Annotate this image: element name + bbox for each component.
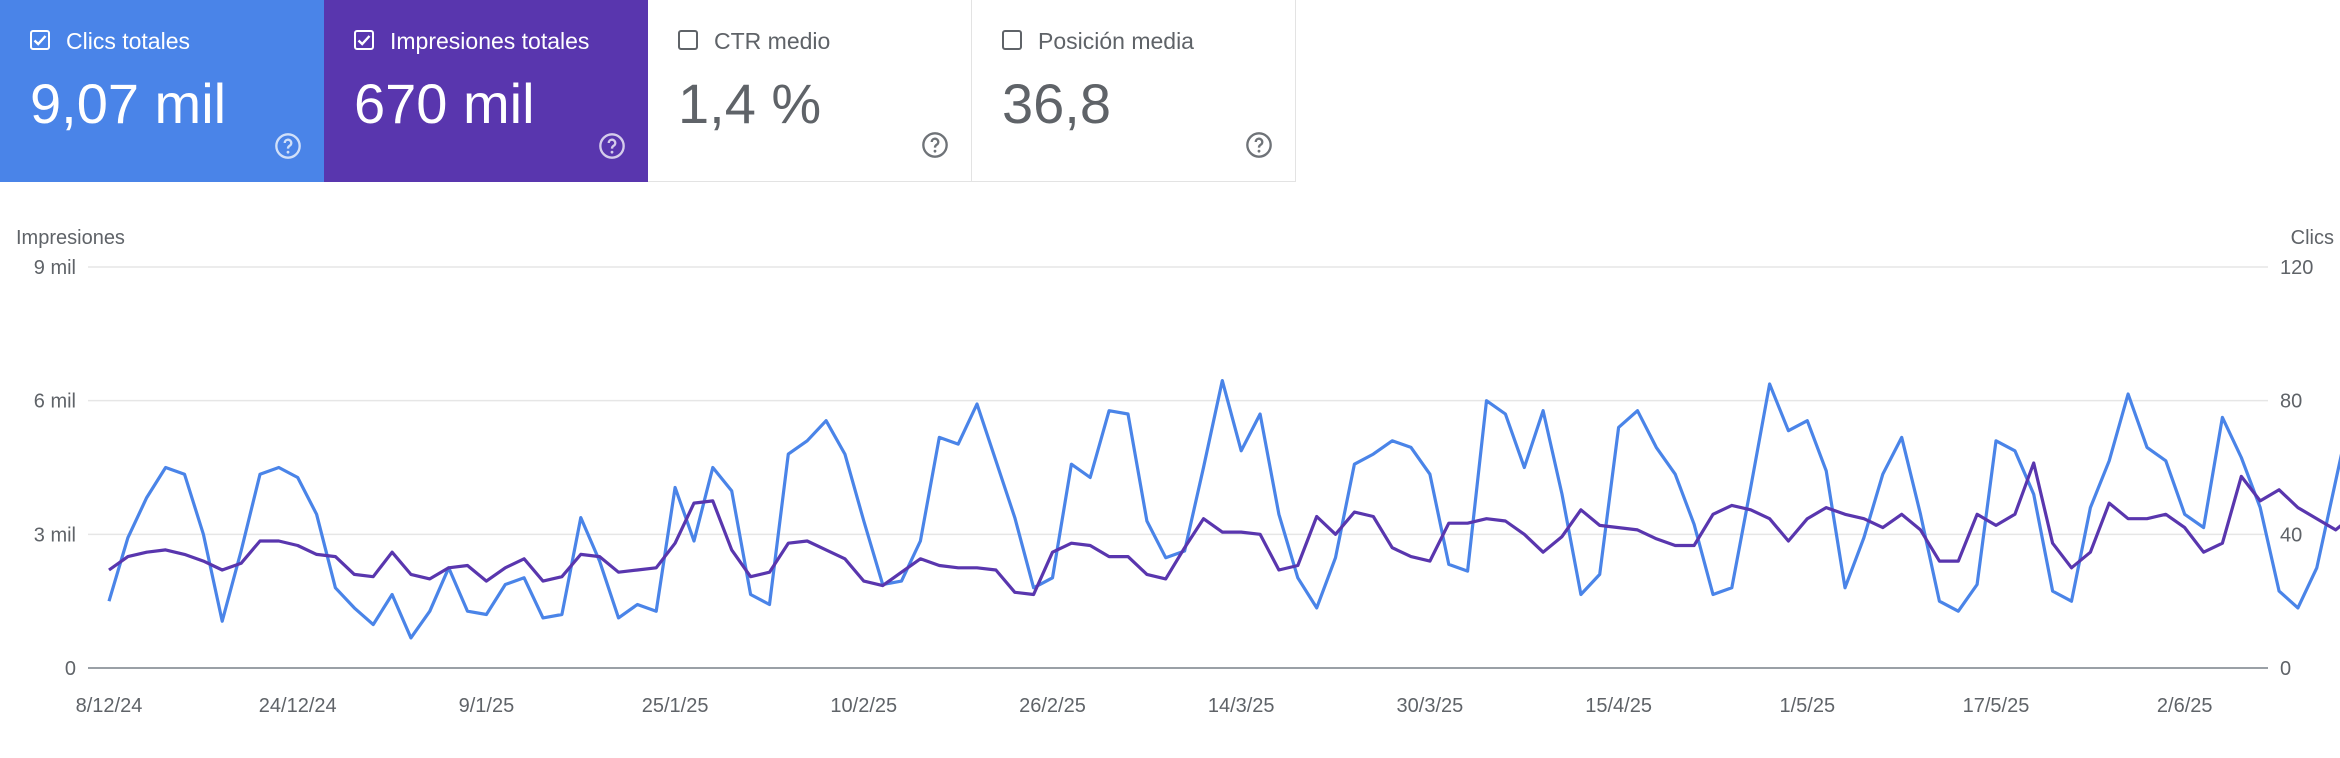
left-tick-label: 0	[65, 658, 76, 680]
right-tick-label: 120	[2280, 257, 2313, 279]
right-tick-label: 80	[2280, 391, 2302, 413]
x-tick-label: 1/5/25	[1779, 695, 1835, 717]
series-line-clics	[107, 379, 2340, 640]
x-tick-label: 25/1/25	[642, 695, 709, 717]
x-tick-label: 2/6/25	[2157, 695, 2213, 717]
left-tick-label: 3 mil	[34, 524, 76, 546]
metric-label: Impresiones totales	[390, 28, 590, 54]
x-tick-label: 9/1/25	[459, 695, 515, 717]
right-tick-label: 0	[2280, 658, 2291, 680]
left-tick-label: 9 mil	[34, 257, 76, 279]
series-line-impresiones	[108, 461, 2340, 597]
x-tick-label: 26/2/25	[1019, 695, 1086, 717]
left-axis-label: Impresiones	[16, 227, 125, 249]
checkbox-position[interactable]	[1002, 30, 1022, 50]
metric-label: Posición media	[1038, 28, 1194, 54]
x-tick-label: 15/4/25	[1585, 695, 1652, 717]
metric-value: 9,07 mil	[30, 72, 227, 135]
help-icon[interactable]	[921, 131, 949, 159]
help-icon[interactable]	[1245, 131, 1273, 159]
metric-value: 36,8	[1002, 72, 1111, 135]
metric-label: CTR medio	[714, 28, 831, 54]
metric-value: 1,4 %	[678, 72, 822, 135]
metric-card-ctr[interactable]: CTR medio 1,4 %	[648, 0, 972, 182]
metric-card-impressions[interactable]: Impresiones totales 670 mil	[324, 0, 648, 182]
metric-cards: Clics totales 9,07 mil Impresiones total…	[0, 0, 1296, 182]
performance-chart: Impresiones Clics 0 0 3 mil 40 6 mil 80 9 mil 1…	[16, 227, 2340, 717]
check-icon	[33, 35, 47, 46]
metric-value: 670 mil	[354, 72, 535, 135]
x-tick-label: 24/12/24	[259, 695, 337, 717]
checkbox-ctr[interactable]	[678, 30, 698, 50]
right-axis-label: Clics	[2291, 227, 2334, 249]
x-tick-label: 8/12/24	[76, 695, 143, 717]
checkbox-impressions[interactable]	[354, 30, 374, 50]
metric-label: Clics totales	[66, 28, 190, 54]
y-axis-ticks: 0 0 3 mil 40 6 mil 80 9 mil 120	[34, 257, 2314, 680]
check-icon	[357, 35, 371, 46]
help-icon[interactable]	[598, 132, 626, 160]
help-icon[interactable]	[274, 132, 302, 160]
x-tick-label: 30/3/25	[1397, 695, 1464, 717]
x-tick-label: 17/5/25	[1963, 695, 2030, 717]
metric-card-clicks[interactable]: Clics totales 9,07 mil	[0, 0, 324, 182]
checkbox-clicks[interactable]	[30, 30, 50, 50]
x-tick-label: 14/3/25	[1208, 695, 1275, 717]
metric-card-position[interactable]: Posición media 36,8	[972, 0, 1296, 182]
grid-lines	[88, 266, 2268, 669]
right-tick-label: 40	[2280, 524, 2302, 546]
x-tick-label: 10/2/25	[830, 695, 897, 717]
series-lines	[107, 379, 2340, 640]
left-tick-label: 6 mil	[34, 391, 76, 413]
x-axis-ticks: 8/12/24 24/12/24 9/1/25 25/1/25 10/2/25 26/2/…	[76, 695, 2213, 717]
